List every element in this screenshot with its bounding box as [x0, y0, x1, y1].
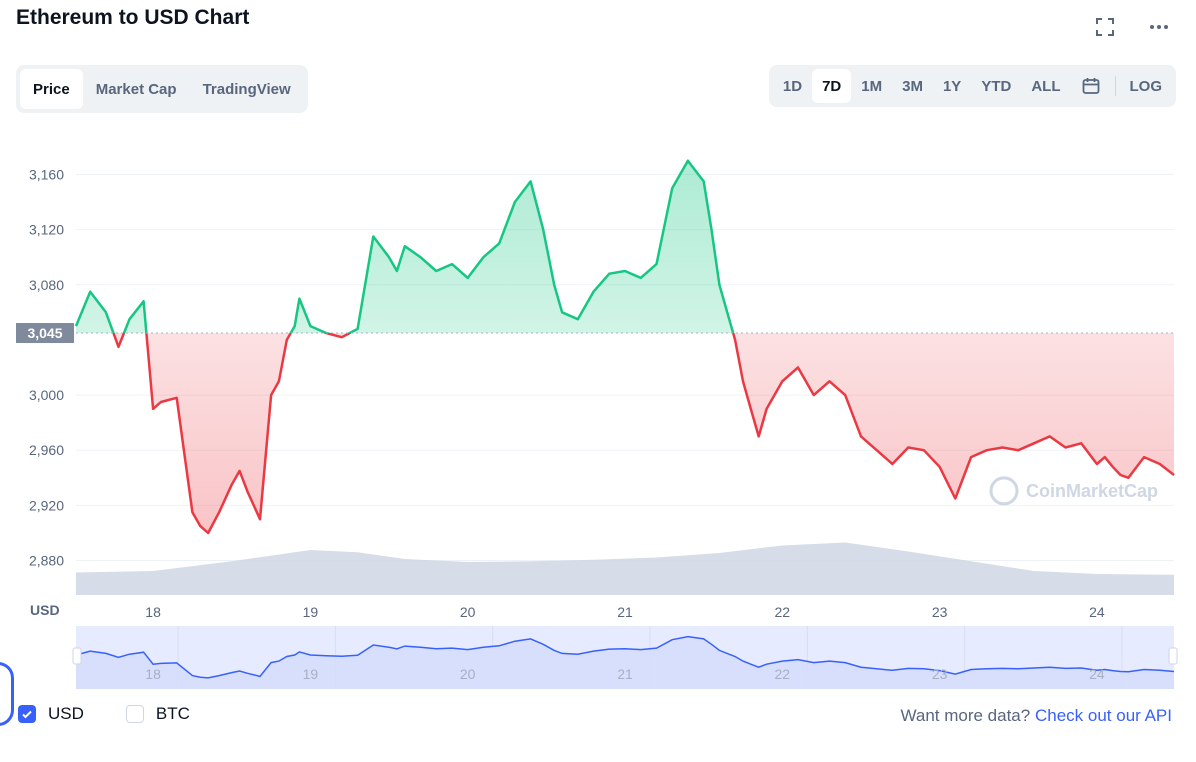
reference-label: 3,045 — [27, 325, 62, 341]
navigator-handle[interactable] — [1168, 647, 1178, 665]
usd-checkbox[interactable] — [18, 705, 36, 723]
y-tick-label: 2,960 — [29, 442, 64, 458]
range-1d[interactable]: 1D — [782, 77, 803, 95]
x-tick-label: 21 — [617, 604, 633, 620]
y-tick-label: 3,160 — [29, 166, 64, 182]
side-widget-icon[interactable] — [0, 662, 14, 726]
currency-legend: USD BTC — [18, 704, 220, 724]
x-tick-label: 20 — [460, 604, 476, 620]
navigator-tick-label: 19 — [303, 666, 319, 682]
navigator-tick-label: 18 — [145, 666, 161, 682]
watermark-logo — [989, 476, 1019, 506]
x-tick-label: 18 — [145, 604, 161, 620]
calendar-icon[interactable] — [1071, 69, 1111, 103]
api-link[interactable]: Check out our API — [1034, 706, 1172, 725]
range-ytd[interactable]: YTD — [981, 77, 1012, 95]
reference-label-bg — [16, 323, 74, 344]
page-title: Ethereum to USD Chart — [16, 6, 250, 29]
range-tabs: 1D 7D 1M 3M 1Y YTD ALL LOG — [768, 65, 1176, 107]
navigator-tick-label: 20 — [460, 666, 476, 682]
navigator-line — [75, 635, 1175, 679]
navigator-handle[interactable] — [72, 647, 82, 665]
api-promo: Want more data? Check out our API — [900, 706, 1172, 726]
fullscreen-icon[interactable] — [1092, 14, 1118, 40]
x-tick-label: 24 — [1089, 604, 1105, 620]
y-tick-label: 3,000 — [29, 387, 64, 403]
navigator-tick-label: 23 — [932, 666, 948, 682]
watermark-text: CoinMarketCap — [1026, 481, 1158, 501]
tab-market-cap[interactable]: Market Cap — [95, 80, 177, 98]
range-1y[interactable]: 1Y — [942, 77, 962, 95]
btc-label: BTC — [155, 704, 190, 723]
range-3m[interactable]: 3M — [902, 77, 923, 95]
y-tick-label: 3,120 — [29, 222, 64, 238]
volume-area — [76, 542, 1174, 595]
range-separator — [1114, 76, 1116, 96]
navigator-tick-label: 24 — [1089, 666, 1105, 682]
tab-price[interactable]: Price — [20, 69, 83, 109]
btc-checkbox[interactable] — [125, 705, 144, 723]
x-tick-label: 23 — [932, 604, 948, 620]
y-tick-label: 2,880 — [29, 553, 64, 569]
navigator-area — [76, 636, 1174, 689]
header-actions — [1092, 14, 1172, 40]
price-area-down — [113, 333, 1174, 533]
tab-tradingview[interactable]: TradingView — [202, 80, 291, 98]
y-axis-title: USD — [30, 602, 60, 618]
price-line-up — [74, 159, 735, 334]
y-tick-label: 2,920 — [29, 497, 64, 513]
price-line-down — [112, 333, 1175, 535]
range-all[interactable]: ALL — [1031, 77, 1061, 95]
api-promo-text: Want more data? — [900, 706, 1031, 725]
x-tick-label: 22 — [775, 604, 791, 620]
view-tabs: Price Market Cap TradingView — [16, 65, 308, 113]
range-7d[interactable]: 7D — [812, 69, 852, 103]
price-area-up — [76, 160, 1174, 334]
usd-label: USD — [48, 704, 84, 723]
y-tick-label: 3,080 — [29, 277, 64, 293]
navigator-tick-label: 22 — [775, 666, 791, 682]
log-toggle[interactable]: LOG — [1129, 77, 1163, 95]
navigator-tick-label: 21 — [617, 666, 633, 682]
range-1m[interactable]: 1M — [861, 77, 883, 95]
more-dots-icon[interactable] — [1146, 14, 1172, 40]
price-chart[interactable]: 3,160 3,120 3,080 3,000 2,960 2,920 2,880 CoinM… — [0, 0, 1196, 700]
x-tick-label: 19 — [303, 604, 319, 620]
